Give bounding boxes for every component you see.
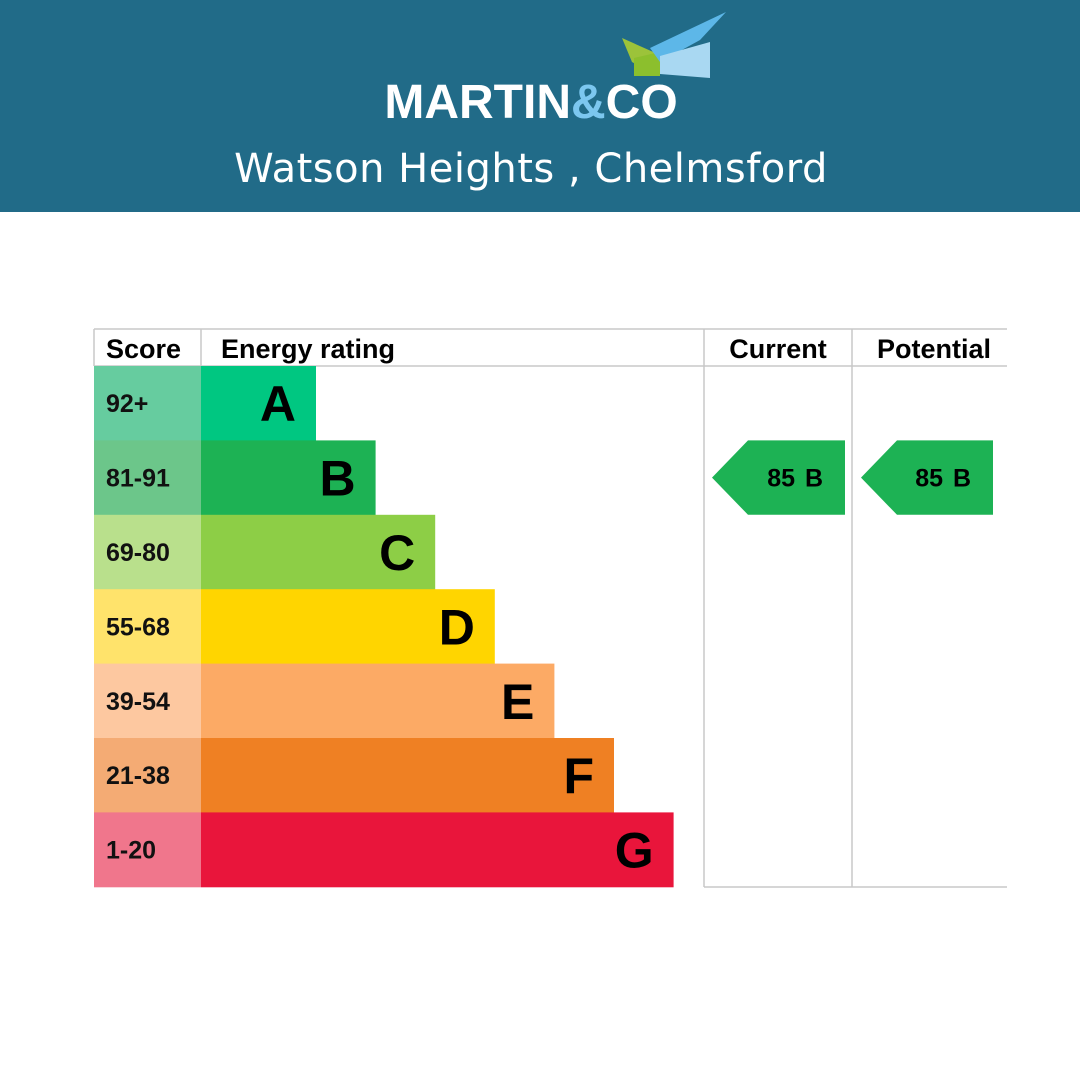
score-range: 69-80 (106, 539, 170, 567)
header-cell: Current (729, 334, 827, 364)
arrow-score: 85 (915, 465, 943, 493)
score-range: 21-38 (106, 762, 170, 790)
score-range: 1-20 (106, 837, 156, 865)
score-cell (94, 589, 201, 665)
rating-letter: E (501, 674, 534, 730)
score-range: 81-91 (106, 465, 170, 493)
rating-letter: A (260, 376, 296, 432)
rating-arrow (712, 440, 845, 515)
logo-icon (622, 12, 726, 78)
brand-part: CO (606, 76, 678, 129)
score-range: 39-54 (106, 688, 170, 716)
grid (93, 328, 1007, 888)
header-cell: Potential (877, 334, 991, 364)
rating-letter: B (319, 451, 355, 507)
score-cell (94, 812, 201, 888)
score-cell (94, 663, 201, 739)
rating-arrow (861, 440, 993, 515)
rating-bar (201, 440, 376, 516)
score-cell (94, 514, 201, 590)
rating-bar (201, 366, 316, 441)
header-cell: Energy rating (221, 334, 395, 364)
score-range: 92+ (106, 390, 148, 418)
brand-part: MARTIN (384, 76, 571, 129)
rating-bar (201, 514, 436, 590)
arrow-rating: B (953, 465, 971, 493)
rating-bar (201, 663, 555, 739)
brand-part: & (571, 76, 606, 129)
rating-letter: D (439, 599, 475, 655)
location: Watson Heights , Chelmsford (234, 146, 828, 192)
rating-bar (201, 589, 495, 665)
brand: MARTIN&CO (384, 76, 677, 129)
score-cell (94, 366, 201, 441)
arrow-score: 85 (767, 465, 795, 493)
header-cell: Score (106, 334, 181, 364)
score-cell (94, 440, 201, 516)
rating-letter: G (615, 823, 654, 879)
score-cell (94, 738, 201, 813)
rating-letter: C (379, 525, 415, 581)
score-range: 55-68 (106, 613, 170, 641)
rating-bar (201, 738, 614, 813)
rating-letter: F (563, 748, 594, 804)
header-band (0, 0, 1080, 212)
rating-bar (201, 812, 674, 888)
arrow-rating: B (805, 465, 823, 493)
